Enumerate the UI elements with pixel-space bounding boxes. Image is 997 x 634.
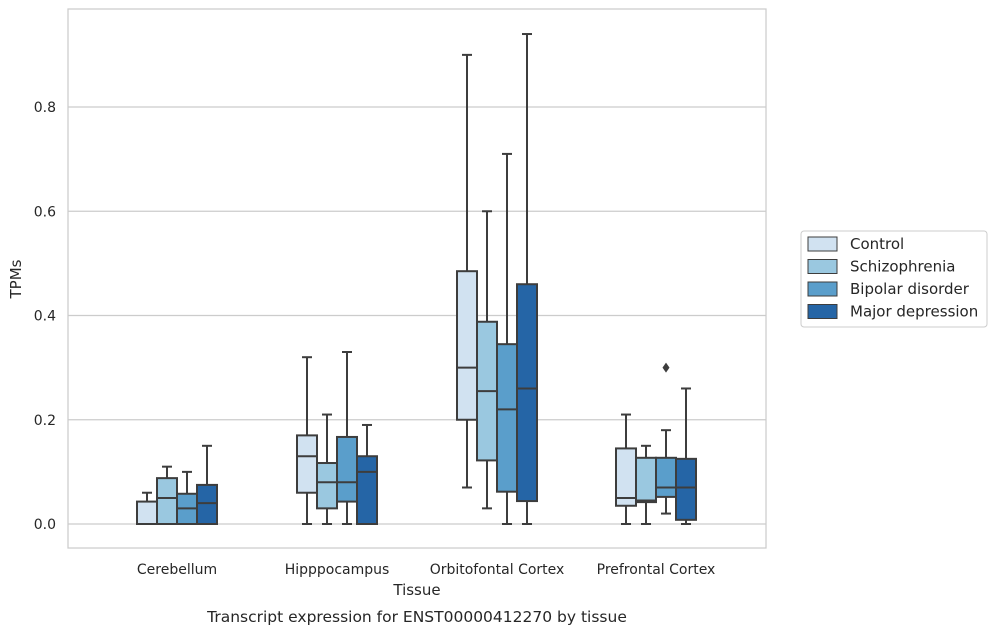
box-2-1 — [336, 350, 358, 525]
legend-label: Schizophrenia — [850, 258, 955, 276]
y-tick-label: 0.0 — [34, 517, 56, 533]
box-body — [456, 270, 478, 421]
box-1-2 — [476, 210, 498, 510]
legend-frame — [800, 230, 988, 328]
boxes-layer — [136, 33, 697, 526]
box-2-3 — [655, 362, 677, 515]
box-0-0 — [136, 491, 158, 525]
y-tick-label: 0.6 — [34, 204, 56, 220]
x-tick-labels: Cerebellum Hipppocampus Orbitofontal Corte… — [137, 562, 715, 578]
box-2-2 — [496, 152, 518, 525]
box-2-0 — [176, 470, 198, 525]
outlier-marker — [662, 362, 670, 373]
legend-label: Control — [850, 235, 904, 253]
legend-swatch — [807, 304, 838, 319]
box-body — [196, 483, 218, 525]
box-body — [296, 434, 318, 494]
box-body — [156, 477, 178, 526]
box-3-1 — [356, 423, 378, 525]
legend: Control Schizophrenia Bipolar disorder Majo… — [800, 230, 988, 328]
y-tick-label: 0.8 — [34, 100, 56, 116]
box-1-1 — [316, 413, 338, 525]
box-body — [336, 435, 358, 503]
box-0-2 — [456, 53, 478, 489]
legend-items: Control Schizophrenia Bipolar disorder Majo… — [807, 235, 978, 321]
box-body — [496, 343, 518, 493]
x-tick-label: Hipppocampus — [285, 562, 390, 578]
box-3-3 — [675, 387, 697, 525]
x-tick-label: Cerebellum — [137, 562, 217, 578]
box-body — [356, 455, 378, 525]
y-tick-label: 0.2 — [34, 413, 56, 429]
box-body — [635, 456, 657, 504]
legend-label: Bipolar disorder — [850, 280, 970, 298]
plot-frame — [67, 8, 767, 549]
x-tick-label: Prefrontal Cortex — [597, 562, 716, 578]
legend-swatch — [807, 259, 838, 274]
legend-swatch — [807, 236, 838, 252]
box-0-3 — [615, 413, 637, 525]
box-1-3 — [635, 444, 657, 525]
legend-label: Major depression — [850, 303, 978, 321]
x-axis-label: Tissue — [392, 581, 440, 599]
y-tick-label: 0.4 — [34, 309, 56, 325]
legend-swatch — [807, 281, 838, 297]
box-3-2 — [516, 33, 538, 525]
y-axis-label: TPMs — [7, 259, 25, 299]
box-body — [675, 457, 697, 521]
box-0-1 — [296, 356, 318, 525]
box-body — [655, 456, 677, 498]
x-tick-label: Orbitofontal Cortex — [430, 562, 565, 578]
box-body — [516, 283, 538, 503]
box-body — [136, 500, 158, 525]
box-3-0 — [196, 444, 218, 525]
box-body — [316, 462, 338, 510]
chart-caption: Transcript expression for ENST0000041227… — [206, 608, 627, 626]
box-1-0 — [156, 465, 178, 526]
y-tick-labels: 0.0 0.2 0.4 0.6 0.8 — [34, 100, 56, 533]
